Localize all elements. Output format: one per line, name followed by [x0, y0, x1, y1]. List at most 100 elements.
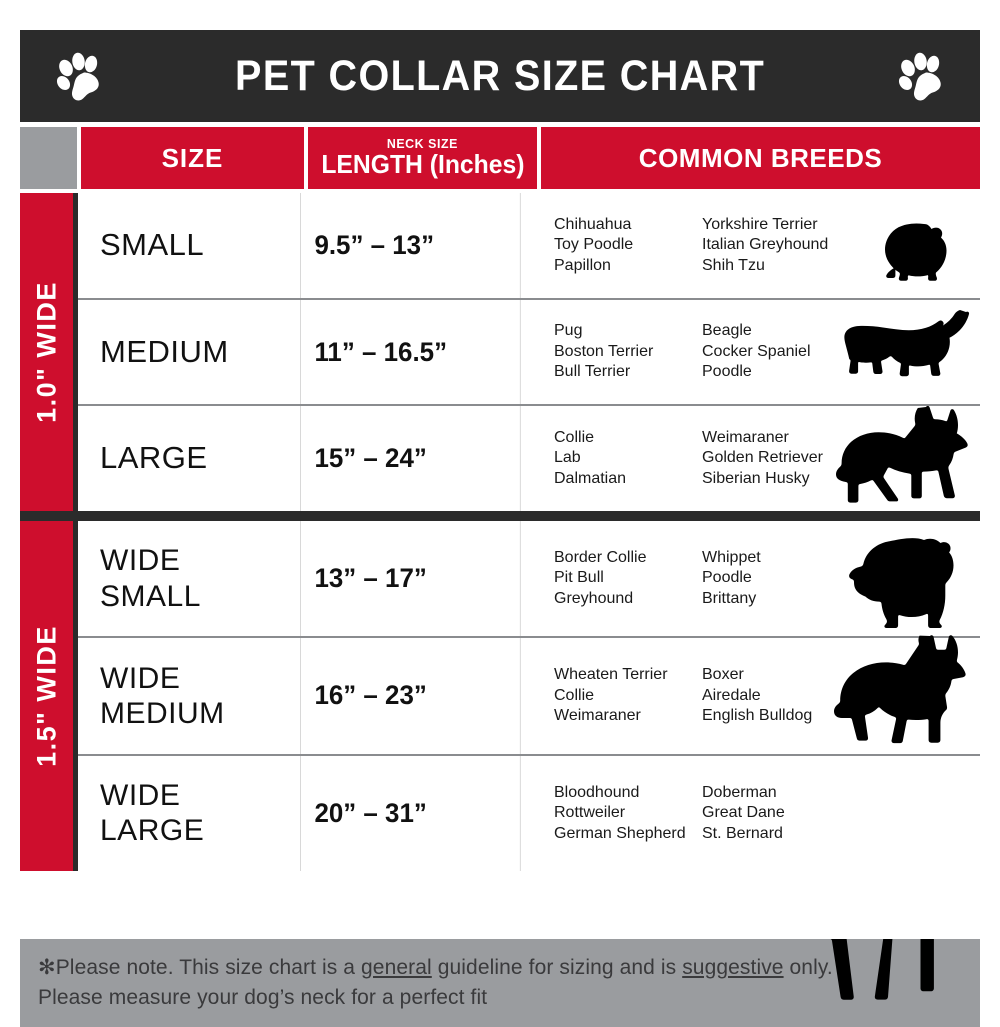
row-size-label: WIDE MEDIUM	[78, 638, 301, 754]
table-row: WIDE MEDIUM 16” – 23” Wheaten Terrier Co…	[78, 634, 980, 756]
breed-item: Bloodhound	[554, 783, 640, 801]
breed-item: Collie	[554, 428, 595, 446]
section-side-label: 1.0" WIDE	[20, 193, 73, 511]
breed-item: Greyhound	[554, 589, 634, 607]
row-size-label: LARGE	[78, 406, 301, 512]
breed-item: Cocker Spaniel	[702, 342, 811, 360]
table-row: LARGE 15” – 24” Collie Lab Dalmatian Wei…	[78, 405, 980, 512]
breed-item: Bull Terrier	[554, 363, 631, 381]
column-header-size: SIZE	[81, 127, 304, 189]
breed-item: Boxer	[702, 666, 744, 684]
breed-item: Pit Bull	[554, 569, 604, 587]
row-size-line-1: WIDE	[100, 661, 181, 695]
chart-footer-note: ✻Please note. This size chart is a gener…	[20, 939, 980, 1027]
page-title: PET COLLAR SIZE CHART	[234, 51, 766, 100]
breed-item: German Shepherd	[554, 824, 686, 842]
header-corner-box	[20, 127, 77, 189]
section-divider	[20, 511, 980, 521]
breed-column-2: Doberman Great Dane St. Bernard	[702, 783, 862, 844]
column-header-length-label: LENGTH (Inches)	[320, 149, 525, 180]
row-size-line-1: WIDE	[100, 544, 181, 578]
chart-header: PET COLLAR SIZE CHART	[20, 30, 980, 122]
section-1-0-wide: 1.0" WIDE SMALL 9.5” – 13” Chihuahua Toy…	[20, 193, 980, 512]
section-side-label-text: 1.0" WIDE	[31, 281, 61, 423]
breed-item: Boston Terrier	[554, 342, 654, 360]
breed-item: Siberian Husky	[702, 469, 810, 487]
row-size-label: WIDE LARGE	[78, 755, 301, 871]
paw-print-icon	[890, 45, 952, 107]
footer-underline-general: general	[361, 956, 432, 979]
row-length-value: 13” – 17”	[301, 521, 521, 637]
breed-item: Yorkshire Terrier	[702, 215, 818, 233]
row-length-value: 15” – 24”	[301, 406, 521, 512]
breed-item: Poodle	[702, 363, 752, 381]
breed-item: English Bulldog	[702, 707, 813, 725]
paw-print-icon	[48, 45, 110, 107]
breed-item: Doberman	[702, 783, 777, 801]
footer-underline-suggestive: suggestive	[682, 956, 784, 979]
breed-item: Airedale	[702, 686, 761, 704]
breed-column-1: Wheaten Terrier Collie Weimaraner	[554, 665, 702, 726]
column-header-common-breeds: COMMON BREEDS	[541, 127, 980, 189]
row-size-line-2: SMALL	[100, 579, 201, 613]
section-1-5-wide: 1.5" WIDE WIDE SMALL 13” – 17” Border Co…	[20, 521, 980, 871]
section-side-label-text: 1.5" WIDE	[31, 625, 61, 767]
section-side-label: 1.5" WIDE	[20, 521, 73, 871]
breed-item: Brittany	[702, 589, 757, 607]
table-row: WIDE LARGE 20” – 31” Bloodhound Rottweil…	[78, 755, 980, 871]
breed-item: Poodle	[702, 569, 752, 587]
table-row: MEDIUM 11” – 16.5” Pug Boston Terrier Bu…	[78, 299, 980, 407]
footer-text-a: ✻Please note. This size chart is a	[38, 956, 362, 979]
pomeranian-silhouette-icon	[866, 214, 958, 292]
breed-item: Collie	[554, 686, 595, 704]
breed-item: Weimaraner	[554, 707, 641, 725]
footer-note-line-2: Please measure your dog’s neck for a per…	[38, 985, 488, 1009]
bulldog-silhouette-icon	[848, 536, 962, 636]
row-length-value: 11” – 16.5”	[301, 299, 521, 405]
table-header-row: SIZE NECK SIZE LENGTH (Inches) COMMON BR…	[20, 127, 980, 189]
row-length-value: 16” – 23”	[301, 638, 521, 754]
breed-item: Papillon	[554, 256, 611, 274]
breed-item: Beagle	[702, 322, 752, 340]
breed-item: Whippet	[702, 548, 761, 566]
breed-item: Wheaten Terrier	[554, 666, 668, 684]
breed-column-2: Beagle Cocker Spaniel Poodle	[702, 321, 862, 382]
breed-column-1: Bloodhound Rottweiler German Shepherd	[554, 783, 702, 844]
row-breeds: Pug Boston Terrier Bull Terrier Beagle C…	[530, 300, 980, 405]
breed-column-2: Weimaraner Golden Retriever Siberian Hus…	[702, 428, 862, 489]
table-body: 1.0" WIDE SMALL 9.5” – 13” Chihuahua Toy…	[20, 193, 980, 935]
breed-column-1: Chihuahua Toy Poodle Papillon	[554, 215, 702, 276]
row-breeds: Border Collie Pit Bull Greyhound Whippet…	[530, 521, 980, 636]
row-breeds: Collie Lab Dalmatian Weimaraner Golden R…	[530, 405, 980, 511]
breed-column-1: Border Collie Pit Bull Greyhound	[554, 548, 702, 609]
breed-item: Chihuahua	[554, 215, 632, 233]
table-row: SMALL 9.5” – 13” Chihuahua Toy Poodle Pa…	[78, 193, 980, 300]
row-breeds: Bloodhound Rottweiler German Shepherd Do…	[530, 756, 980, 871]
breed-item: Dalmatian	[554, 469, 627, 487]
pet-collar-size-chart: PET COLLAR SIZE CHART SIZE NECK SIZE LEN…	[20, 30, 980, 1027]
row-size-line-1: WIDE	[100, 778, 181, 812]
breed-item: Border Collie	[554, 548, 647, 566]
row-length-value: 20” – 31”	[301, 755, 521, 871]
row-size-label: WIDE SMALL	[78, 521, 301, 637]
breed-item: Golden Retriever	[702, 449, 823, 467]
breed-item: Pug	[554, 322, 583, 340]
breed-item: Weimaraner	[702, 428, 789, 446]
table-row: WIDE SMALL 13” – 17” Border Collie Pit B…	[78, 521, 980, 639]
footer-text-b: guideline for sizing and is	[431, 956, 683, 979]
footer-note-line-1: ✻Please note. This size chart is a gener…	[38, 953, 962, 983]
breed-item: Rottweiler	[554, 804, 626, 822]
column-header-neck-size-note: NECK SIZE	[386, 136, 459, 152]
row-size-label: SMALL	[78, 193, 301, 298]
row-breeds: Wheaten Terrier Collie Weimaraner Boxer …	[530, 634, 980, 753]
row-size-label: MEDIUM	[78, 299, 301, 405]
breed-item: Toy Poodle	[554, 236, 634, 254]
breed-column-2: Whippet Poodle Brittany	[702, 548, 862, 609]
row-length-value: 9.5” – 13”	[301, 193, 521, 298]
row-size-line-2: LARGE	[100, 814, 205, 848]
breed-column-1: Collie Lab Dalmatian	[554, 428, 702, 489]
row-breeds: Chihuahua Toy Poodle Papillon Yorkshire …	[530, 193, 980, 298]
breed-column-1: Pug Boston Terrier Bull Terrier	[554, 321, 702, 382]
breed-item: Shih Tzu	[702, 256, 765, 274]
breed-column-2: Boxer Airedale English Bulldog	[702, 665, 862, 726]
